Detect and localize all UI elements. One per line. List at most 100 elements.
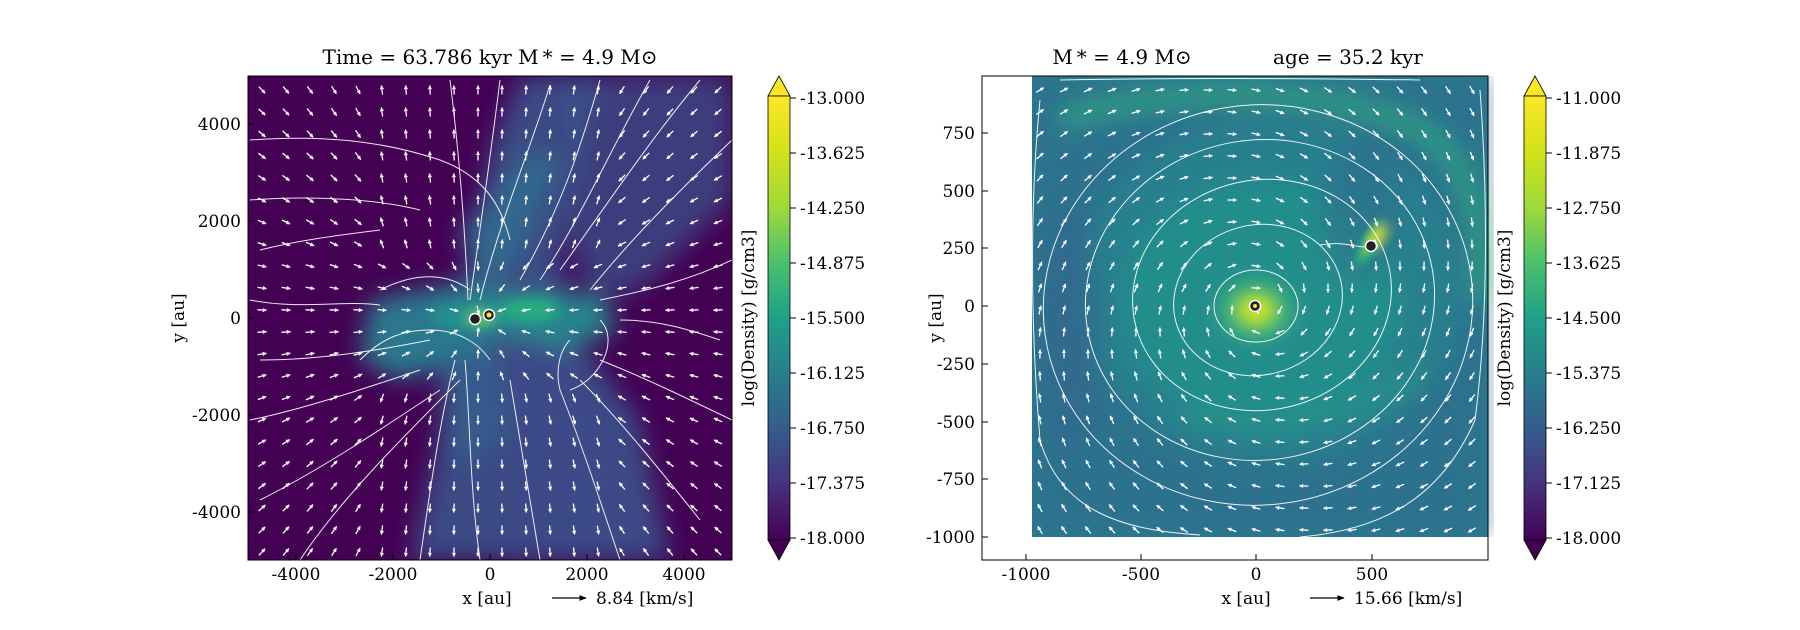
velocity-arrow — [403, 195, 408, 205]
velocity-arrow — [1421, 173, 1427, 183]
velocity-arrow — [330, 152, 338, 160]
velocity-arrow — [1133, 283, 1139, 293]
velocity-arrow — [666, 152, 674, 160]
velocity-arrow — [1371, 528, 1381, 533]
velocity-arrow — [1420, 394, 1428, 402]
velocity-arrow — [1396, 130, 1404, 138]
velocity-arrow — [642, 547, 650, 557]
velocity-arrow — [1131, 87, 1141, 92]
velocity-arrow — [1445, 151, 1451, 161]
velocity-arrow — [1469, 85, 1475, 95]
velocity-arrow — [1445, 327, 1451, 337]
velocity-arrow — [713, 439, 723, 445]
velocity-arrow — [1420, 86, 1428, 94]
velocity-arrow — [1299, 87, 1309, 93]
velocity-arrow — [569, 307, 579, 313]
velocity-arrow — [1422, 239, 1427, 249]
velocity-arrow — [523, 459, 529, 469]
velocity-arrow — [282, 86, 290, 94]
right-velocity-key-label: 15.66 [km/s] — [1354, 589, 1462, 609]
velocity-arrow — [1397, 151, 1403, 161]
velocity-arrow — [689, 417, 699, 423]
velocity-arrow — [1468, 416, 1476, 424]
velocity-arrow — [403, 239, 408, 249]
velocity-arrow — [1396, 416, 1404, 424]
velocity-arrow — [617, 416, 627, 424]
velocity-arrow — [306, 460, 314, 468]
velocity-arrow — [1109, 459, 1115, 469]
velocity-arrow — [1132, 437, 1140, 447]
velocity-arrow — [618, 196, 626, 204]
velocity-arrow — [1036, 217, 1044, 227]
velocity-arrow — [425, 285, 435, 291]
velocity-arrow — [713, 242, 723, 247]
velocity-arrow — [666, 130, 674, 138]
velocity-arrow — [1326, 261, 1331, 271]
velocity-arrow — [1180, 460, 1188, 468]
velocity-arrow — [1445, 349, 1451, 359]
velocity-arrow — [1251, 329, 1261, 335]
velocity-arrow — [306, 130, 314, 138]
velocity-arrow — [1275, 461, 1285, 466]
velocity-arrow — [1299, 131, 1309, 137]
velocity-arrow — [1275, 109, 1285, 115]
velocity-arrow — [665, 219, 675, 225]
velocity-arrow — [569, 263, 579, 269]
velocity-arrow — [427, 217, 432, 227]
velocity-arrow — [713, 197, 723, 203]
velocity-arrow — [403, 107, 408, 117]
velocity-arrow — [1157, 349, 1162, 359]
velocity-arrow — [1131, 153, 1141, 159]
velocity-arrow — [451, 261, 457, 271]
velocity-arrow — [499, 349, 505, 359]
velocity-arrow — [1275, 329, 1285, 335]
velocity-arrow — [617, 395, 627, 401]
velocity-arrow — [1060, 196, 1068, 204]
velocity-arrow — [642, 152, 650, 160]
velocity-arrow — [1156, 504, 1164, 512]
velocity-arrow — [546, 372, 554, 380]
velocity-arrow — [1324, 328, 1332, 336]
velocity-arrow — [572, 503, 577, 513]
velocity-arrow — [1372, 350, 1380, 358]
velocity-arrow — [427, 107, 433, 117]
velocity-arrow — [353, 351, 363, 356]
velocity-arrow — [641, 373, 651, 379]
velocity-arrow — [548, 107, 553, 117]
velocity-arrow — [377, 263, 387, 269]
velocity-arrow — [1037, 371, 1043, 381]
velocity-arrow — [403, 547, 409, 557]
velocity-arrow — [1347, 439, 1357, 445]
velocity-arrow — [281, 417, 291, 423]
velocity-arrow — [427, 129, 433, 139]
velocity-arrow — [1084, 174, 1092, 182]
velocity-arrow — [329, 286, 339, 291]
left-x-tick: -4000 — [271, 565, 320, 585]
velocity-arrow — [1251, 242, 1261, 247]
left-title: Time = 63.786 kyr M * = 4.9 M⊙ — [322, 45, 657, 69]
velocity-arrow — [401, 262, 411, 270]
velocity-arrow — [258, 526, 266, 534]
velocity-arrow — [713, 461, 723, 467]
velocity-arrow — [403, 85, 409, 95]
right-cbar-tick: -15.375 — [1556, 364, 1621, 384]
velocity-arrow — [353, 307, 363, 313]
right-cbar-tick: -13.625 — [1556, 254, 1621, 274]
velocity-arrow — [689, 219, 699, 225]
velocity-arrow — [618, 130, 626, 138]
left-ticks — [248, 123, 685, 560]
velocity-arrow — [524, 239, 529, 249]
velocity-arrow — [1131, 175, 1141, 181]
velocity-arrow — [1155, 109, 1165, 114]
velocity-arrow — [690, 504, 698, 512]
velocity-arrow — [1228, 350, 1236, 358]
velocity-arrow — [1228, 284, 1236, 292]
velocity-arrow — [690, 526, 698, 534]
velocity-arrow — [713, 373, 723, 378]
velocity-arrow — [666, 548, 674, 556]
velocity-arrow — [475, 283, 481, 293]
velocity-arrow — [1323, 484, 1333, 489]
velocity-arrow — [1109, 349, 1115, 359]
velocity-arrow — [641, 219, 651, 225]
velocity-arrow — [403, 459, 408, 469]
